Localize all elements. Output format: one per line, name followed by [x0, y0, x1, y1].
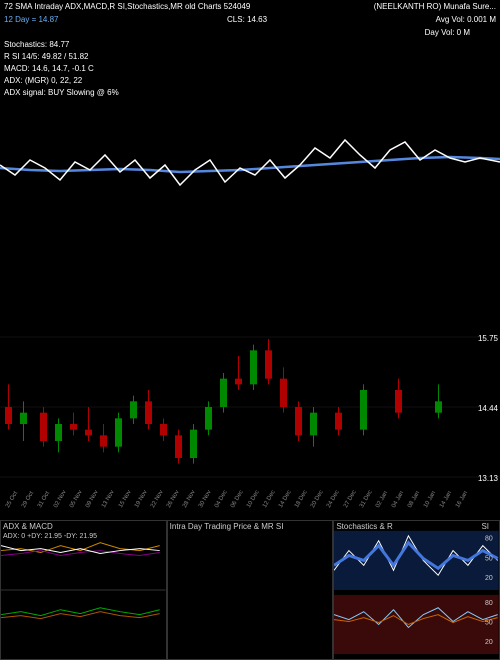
svg-text:20: 20	[485, 575, 493, 582]
stoch-title-r: SI	[481, 522, 489, 531]
stoch-title-l: Stochastics & R	[336, 522, 392, 531]
moving-average-chart	[0, 120, 500, 240]
y-bot: 13.13	[478, 474, 498, 483]
day-vol: Day Vol: 0 M	[425, 28, 470, 37]
second-header: 12 Day = 14.87 CLS: 14.63 Avg Vol: 0.001…	[0, 13, 500, 26]
stoch-val: Stochastics: 84.77	[4, 39, 496, 51]
avg-vol: Avg Vol: 0.001 M	[436, 15, 496, 24]
macd-val: MACD: 14.6, 14.7, -0.1 C	[4, 63, 496, 75]
adx-macd-panel: ADX & MACD ADX: 0 +DY: 21.95 -DY: 21.95	[0, 520, 167, 660]
header-instrument: (NEELKANTH RO) Munafa Sure...	[374, 2, 496, 11]
stochastics-panel: Stochastics & R SI 80 80 50 50 20 20	[333, 520, 500, 660]
date-axis: 25 Oct29 Oct31 Oct02 Nov05 Nov09 Nov13 N…	[0, 492, 500, 517]
svg-text:80: 80	[485, 536, 493, 543]
svg-text:50: 50	[485, 555, 493, 562]
svg-text:20: 20	[485, 639, 493, 646]
cls-block: CLS: 14.63	[227, 15, 267, 24]
adx-signal: ADX signal: BUY Slowing @ 6%	[4, 87, 496, 99]
ma-white-line	[0, 140, 500, 185]
candlestick-chart	[0, 322, 500, 492]
adx-info: ADX: 0 +DY: 21.95 -DY: 21.95	[3, 533, 97, 540]
y-mid: 14.44	[478, 404, 498, 413]
rsi-val: R SI 14/5: 49.82 / 51.82	[4, 51, 496, 63]
day-sma: 12 Day = 14.87	[4, 15, 58, 24]
top-header: 72 SMA Intraday ADX,MACD,R SI,Stochastic…	[0, 0, 500, 13]
third-header: Day Vol: 0 M	[0, 26, 500, 39]
intraday-title: Intra Day Trading Price & MR SI	[170, 522, 284, 531]
adx-val: ADX: (MGR) 0, 22, 22	[4, 75, 496, 87]
header-left: 72 SMA Intraday ADX,MACD,R SI,Stochastic…	[4, 2, 250, 11]
svg-text:80: 80	[485, 600, 493, 607]
intraday-panel: Intra Day Trading Price & MR SI	[167, 520, 334, 660]
bottom-panels: ADX & MACD ADX: 0 +DY: 21.95 -DY: 21.95 …	[0, 520, 500, 660]
ma-blue-line	[0, 157, 500, 172]
svg-text:50: 50	[485, 620, 493, 627]
adx-macd-title: ADX & MACD	[3, 522, 53, 531]
y-top: 15.75	[478, 334, 498, 343]
indicator-block: Stochastics: 84.77 R SI 14/5: 49.82 / 51…	[0, 39, 500, 99]
